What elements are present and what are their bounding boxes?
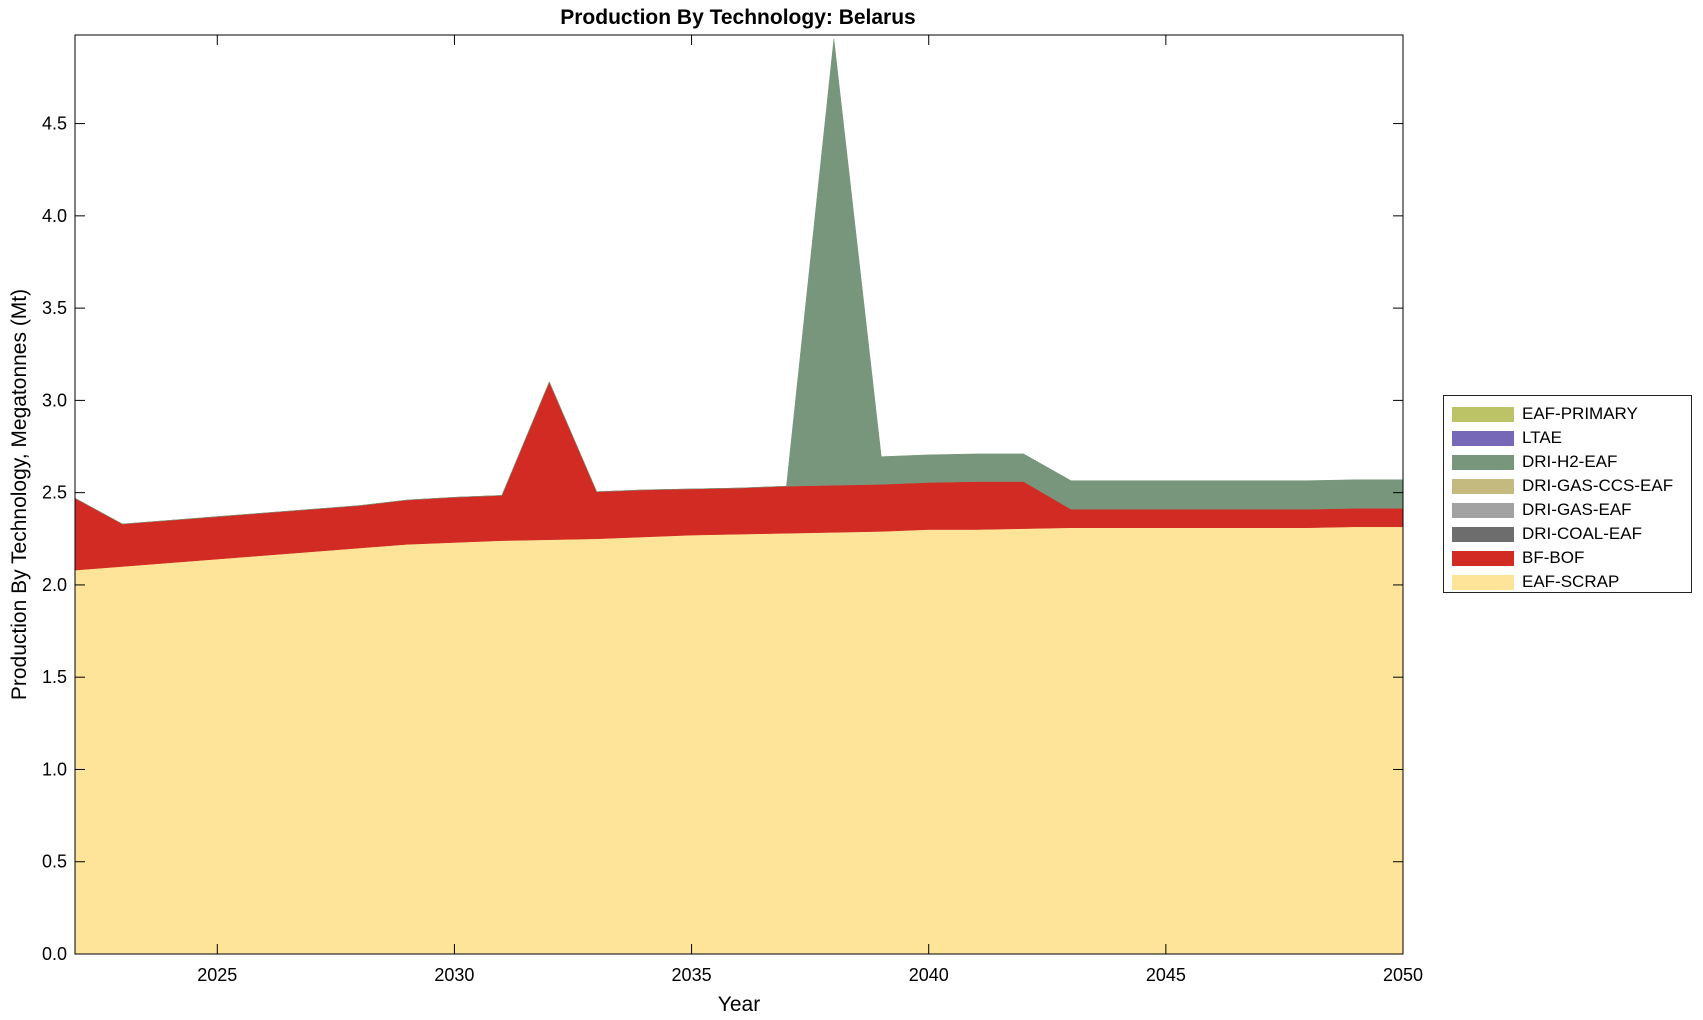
x-tick-label: 2045	[1146, 965, 1186, 985]
legend-swatch	[1452, 406, 1514, 422]
y-tick-label: 0.5	[42, 852, 67, 872]
y-tick-label: 2.5	[42, 483, 67, 503]
y-tick-label: 4.0	[42, 206, 67, 226]
legend-item-ltae: LTAE	[1452, 426, 1691, 450]
area-layers	[74, 38, 1404, 955]
legend-label: DRI-GAS-EAF	[1522, 500, 1632, 519]
y-tick-label: 3.5	[42, 298, 67, 318]
y-tick-label: 3.0	[42, 390, 67, 410]
x-tick-label: 2040	[909, 965, 949, 985]
legend-item-dri-gas-eaf: DRI-GAS-EAF	[1452, 498, 1691, 522]
x-tick-label: 2050	[1383, 965, 1423, 985]
legend-swatch	[1452, 430, 1514, 446]
legend-label: BF-BOF	[1522, 548, 1585, 567]
x-tick-label: 2035	[672, 965, 712, 985]
y-tick-label: 1.0	[42, 759, 67, 779]
legend-label: LTAE	[1522, 428, 1562, 447]
legend-label: DRI-GAS-CCS-EAF	[1522, 476, 1674, 495]
legend-item-eaf-scrap: EAF-SCRAP	[1452, 570, 1691, 594]
legend-swatch	[1452, 502, 1514, 518]
legend-item-bf-bof: BF-BOF	[1452, 546, 1691, 570]
area-dri-h2-eaf	[74, 38, 1404, 525]
legend-item-dri-coal-eaf: DRI-COAL-EAF	[1452, 522, 1691, 546]
legend-label: DRI-COAL-EAF	[1522, 524, 1642, 543]
x-tick-label: 2025	[197, 965, 237, 985]
legend-swatch	[1452, 550, 1514, 566]
plot-frame	[74, 34, 1404, 955]
legend-swatch	[1452, 526, 1514, 542]
chart-title: Production By Technology: Belarus	[560, 6, 916, 29]
y-tick-label: 2.0	[42, 575, 67, 595]
legend-swatch	[1452, 478, 1514, 494]
legend-label: EAF-PRIMARY	[1522, 404, 1638, 423]
legend-item-dri-h2-eaf: DRI-H2-EAF	[1452, 450, 1691, 474]
area-eaf-scrap	[74, 526, 1404, 955]
y-axis-label: Production By Technology, Megatonnes (Mt…	[8, 289, 31, 700]
y-tick-label: 0.0	[42, 944, 67, 964]
legend-label: EAF-SCRAP	[1522, 572, 1620, 591]
legend-swatch	[1452, 574, 1514, 590]
y-tick-label: 4.5	[42, 114, 67, 134]
legend: EAF-PRIMARY LTAE DRI-H2-EAF DRI-GAS-CCS-EAF…	[1443, 395, 1692, 593]
legend-swatch	[1452, 454, 1514, 470]
x-tick-label: 2030	[434, 965, 474, 985]
axis-ticks: 2025 2030 2035 2040 2045 2050 0.0 0.5 1.0 1.5 2.0 2…	[42, 35, 1423, 985]
x-axis-label: Year	[718, 993, 760, 1016]
legend-item-eaf-primary: EAF-PRIMARY	[1452, 402, 1691, 426]
legend-item-dri-gas-ccs-eaf: DRI-GAS-CCS-EAF	[1452, 474, 1691, 498]
legend-label: DRI-H2-EAF	[1522, 452, 1618, 471]
y-tick-label: 1.5	[42, 667, 67, 687]
